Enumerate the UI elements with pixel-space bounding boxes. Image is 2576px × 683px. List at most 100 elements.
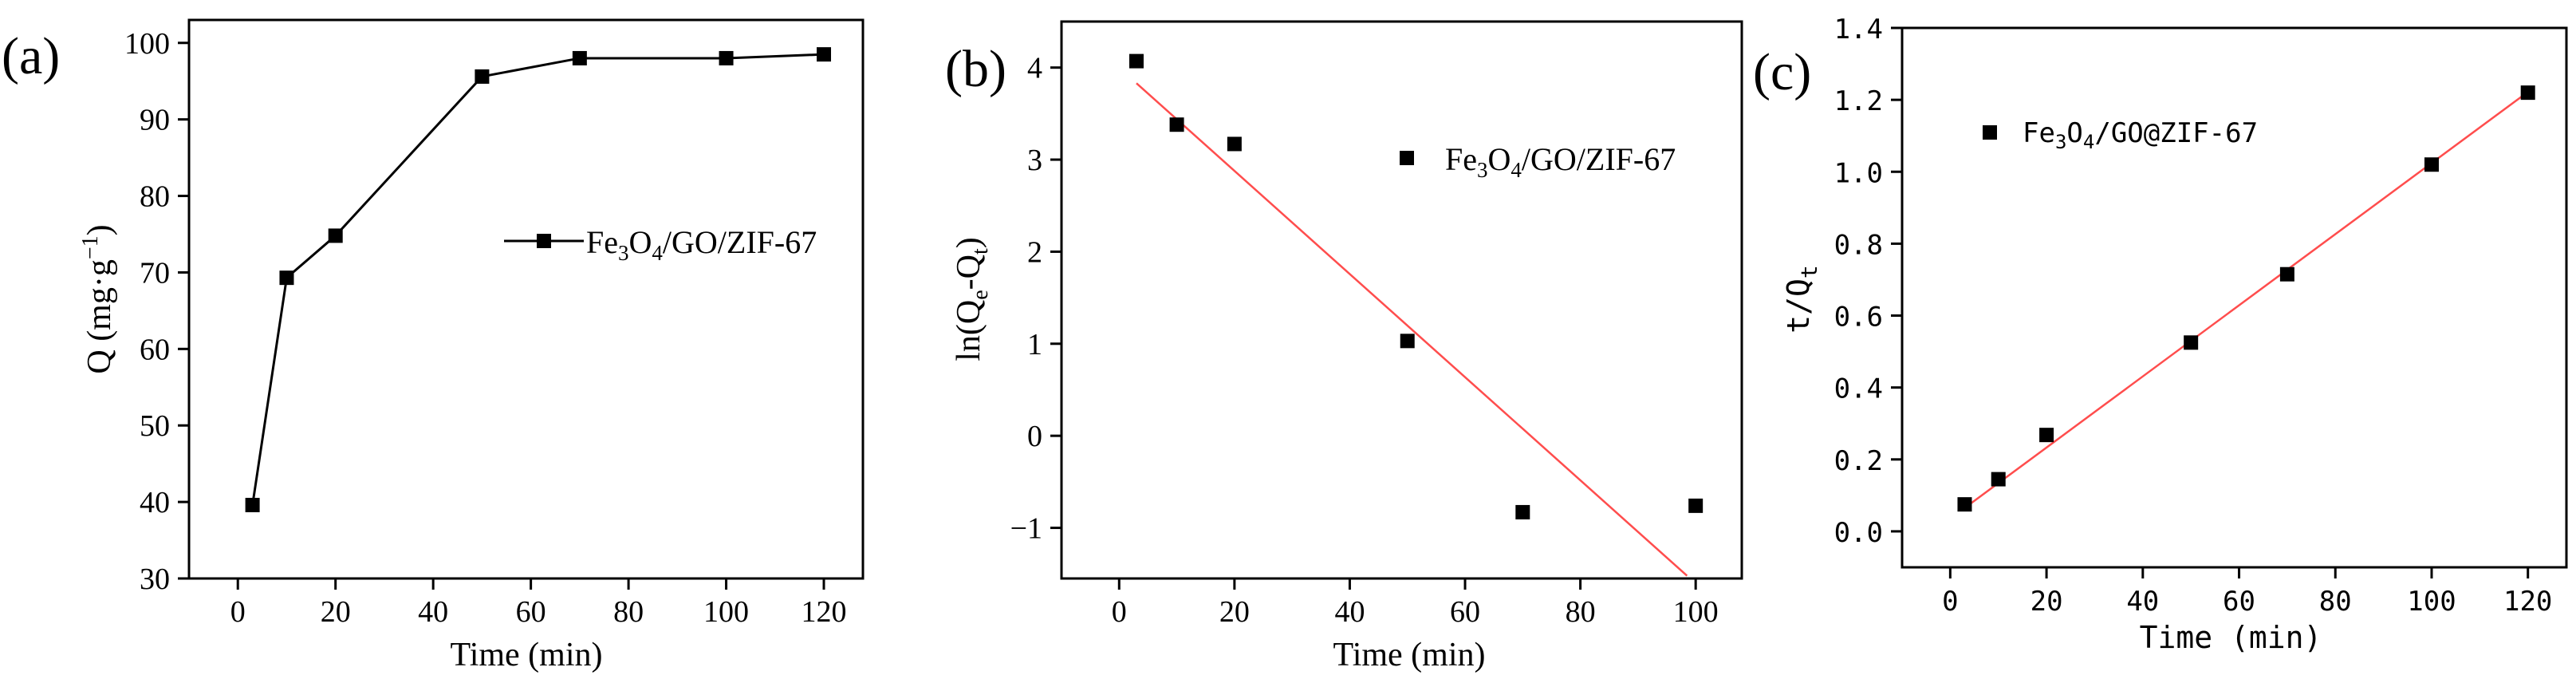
y-tick-label: 1.2 xyxy=(1834,85,1883,117)
data-point xyxy=(2279,266,2294,282)
y-tick-label: 1.4 xyxy=(1834,14,1883,45)
panel-c-markers xyxy=(1957,85,2535,512)
data-point xyxy=(572,50,587,65)
y-tick-label: 40 xyxy=(140,486,170,519)
fit-line xyxy=(1964,91,2529,509)
panel-a-y-label-end: ) xyxy=(81,224,118,235)
data-point xyxy=(475,69,490,84)
y-tick-label: 0.6 xyxy=(1834,302,1883,334)
y-tick-label: −1 xyxy=(1010,512,1042,546)
panel-b-x-label: Time (min) xyxy=(1333,637,1486,673)
x-tick-label: 0 xyxy=(1942,586,1958,618)
panel-b-plot-frame xyxy=(1060,20,1743,580)
panel-b: (b) 0 20 40 60 80 100 −1 0 1 2 3 4 Time (min) ln(Q… xyxy=(945,20,1743,673)
y-tick-label: 50 xyxy=(140,409,170,443)
y-tick-label: 70 xyxy=(140,256,170,290)
panel-c-plot-frame xyxy=(1900,26,2568,569)
y-tick-label: 0.2 xyxy=(1834,445,1883,477)
panel-c-legend-marker xyxy=(1983,125,1997,140)
panel-c-fit-line xyxy=(1964,91,2529,509)
panel-c: (c) 0 20 40 60 80 100 120 0.0 0.2 0.4 0.6 0.8 1.0 1.… xyxy=(1753,14,2568,655)
panel-c-y-label: t/Qt xyxy=(1781,265,1822,334)
panel-b-legend-marker xyxy=(1400,151,1414,165)
data-point xyxy=(1227,136,1242,152)
data-point xyxy=(1169,117,1184,132)
panel-b-label: (b) xyxy=(945,40,1006,98)
x-tick-label: 80 xyxy=(613,595,644,629)
panel-a: (a) 0 20 40 60 80 100 120 30 40 50 60 70 80 90 100 Ti… xyxy=(2,18,865,673)
y-tick-label: 90 xyxy=(140,104,170,137)
panel-a-plot-frame xyxy=(187,18,865,580)
y-tick-label: 2 xyxy=(1027,235,1042,269)
series-line xyxy=(251,53,825,506)
y-tick-label: 0.0 xyxy=(1834,517,1883,549)
data-point xyxy=(279,270,294,286)
x-tick-label: 40 xyxy=(418,595,448,629)
data-point xyxy=(719,50,734,65)
data-point xyxy=(1515,504,1530,519)
panel-b-y-label: ln(Qe-Qt) xyxy=(951,237,993,361)
data-point xyxy=(2184,335,2199,350)
panel-a-legend-marker xyxy=(537,234,551,248)
y-tick-label: 80 xyxy=(140,180,170,214)
data-point xyxy=(1128,53,1144,69)
panel-b-legend: Fe3O4/GO/ZIF-67 xyxy=(1400,141,1676,182)
data-point xyxy=(245,497,260,512)
data-point xyxy=(1957,497,1972,512)
y-tick-label: 0.4 xyxy=(1834,373,1883,405)
panel-b-y-ticks: −1 0 1 2 3 4 xyxy=(1010,52,1062,546)
x-tick-label: 20 xyxy=(1219,595,1250,629)
panel-c-label: (c) xyxy=(1753,43,1811,101)
x-tick-label: 60 xyxy=(516,595,546,629)
x-tick-label: 100 xyxy=(2407,586,2456,618)
panel-a-markers xyxy=(245,47,832,512)
y-tick-label: 60 xyxy=(140,333,170,366)
data-point xyxy=(817,47,832,62)
y-tick-label: 30 xyxy=(140,563,170,596)
x-tick-label: 100 xyxy=(1673,595,1719,629)
x-tick-label: 0 xyxy=(230,595,246,629)
panel-c-x-label: Time (min) xyxy=(2140,620,2322,655)
x-tick-label: 20 xyxy=(2030,586,2063,618)
panel-c-legend: Fe3O4/GO@ZIF-67 xyxy=(1983,117,2258,153)
data-point xyxy=(2039,428,2054,443)
panel-a-y-label-main: Q (mg·g xyxy=(81,259,118,373)
panel-b-legend-label: Fe3O4/GO/ZIF-67 xyxy=(1445,141,1676,182)
y-tick-label: 100 xyxy=(124,27,170,61)
panel-a-y-label: Q (mg·g−1) xyxy=(78,224,118,373)
x-tick-label: 60 xyxy=(1450,595,1480,629)
x-tick-label: 40 xyxy=(2126,586,2159,618)
data-point xyxy=(1991,472,2006,487)
data-point xyxy=(1688,498,1704,513)
y-tick-label: 0 xyxy=(1027,420,1042,453)
y-tick-label: 3 xyxy=(1027,144,1042,177)
panel-a-series-line xyxy=(251,53,825,506)
y-tick-label: 1 xyxy=(1027,328,1042,361)
x-tick-label: 20 xyxy=(321,595,351,629)
data-point xyxy=(1400,334,1415,349)
panel-a-x-ticks: 0 20 40 60 80 100 120 xyxy=(230,578,847,629)
x-tick-label: 80 xyxy=(2319,586,2352,618)
fit-line xyxy=(1136,82,1688,577)
panel-b-x-ticks: 0 20 40 60 80 100 xyxy=(1112,578,1719,629)
y-tick-label: 1.0 xyxy=(1834,157,1883,189)
x-tick-label: 60 xyxy=(2223,586,2255,618)
panel-b-fit-line xyxy=(1136,82,1688,577)
y-tick-label: 4 xyxy=(1027,52,1042,85)
panel-c-x-ticks: 0 20 40 60 80 100 120 xyxy=(1942,567,2552,618)
y-tick-label: 0.8 xyxy=(1834,229,1883,261)
x-tick-label: 80 xyxy=(1566,595,1596,629)
panel-a-legend: Fe3O4/GO/ZIF-67 xyxy=(504,224,817,265)
data-point xyxy=(2424,157,2439,172)
x-tick-label: 120 xyxy=(802,595,847,629)
panel-a-y-ticks: 30 40 50 60 70 80 90 100 xyxy=(124,27,189,596)
panel-a-label: (a) xyxy=(2,27,60,85)
panel-a-x-label: Time (min) xyxy=(451,637,603,673)
x-tick-label: 100 xyxy=(703,595,749,629)
panel-a-legend-label: Fe3O4/GO/ZIF-67 xyxy=(586,224,817,265)
x-tick-label: 40 xyxy=(1334,595,1365,629)
panel-c-legend-label: Fe3O4/GO@ZIF-67 xyxy=(2023,117,2258,153)
data-point xyxy=(2520,85,2535,101)
data-point xyxy=(328,228,343,243)
